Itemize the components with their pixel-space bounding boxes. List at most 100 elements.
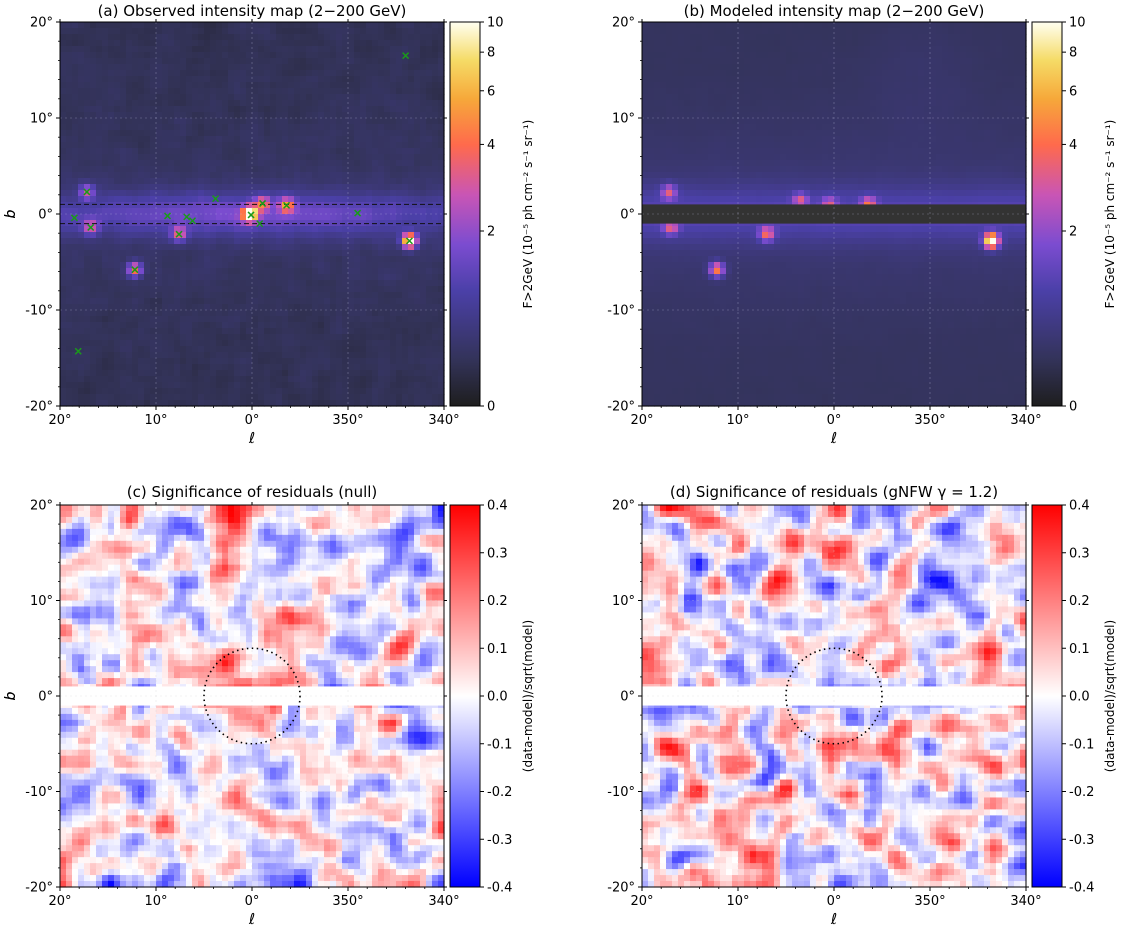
- heatmap-cell: [978, 70, 985, 77]
- heatmap-cell: [372, 394, 379, 401]
- heatmap-cell: [414, 64, 421, 71]
- heatmap-cell: [864, 58, 871, 65]
- heatmap-cell: [354, 148, 361, 155]
- heatmap-cell: [150, 394, 157, 401]
- heatmap-cell: [984, 34, 991, 41]
- heatmap-cell: [738, 58, 745, 65]
- heatmap-cell: [822, 46, 829, 53]
- heatmap-cell: [90, 268, 97, 275]
- heatmap-cell: [222, 154, 229, 161]
- heatmap-cell: [246, 88, 253, 95]
- heatmap-cell: [294, 166, 301, 173]
- heatmap-cell: [102, 226, 109, 233]
- heatmap-cell: [378, 52, 385, 59]
- heatmap-cell: [408, 130, 415, 137]
- heatmap-cell: [258, 334, 265, 341]
- heatmap-cell: [324, 160, 331, 167]
- heatmap-cell: [396, 148, 403, 155]
- heatmap-cell: [888, 34, 895, 41]
- heatmap-cell: [252, 46, 259, 53]
- heatmap-cell: [108, 160, 115, 167]
- heatmap-cell: [84, 394, 91, 401]
- heatmap-cell: [162, 172, 169, 179]
- heatmap-cell: [360, 226, 367, 233]
- heatmap-cell: [174, 94, 181, 101]
- heatmap-cell: [66, 388, 73, 395]
- heatmap-cell: [156, 358, 163, 365]
- heatmap-cell: [330, 130, 337, 137]
- heatmap-cell: [678, 82, 685, 89]
- heatmap-cell: [120, 178, 127, 185]
- heatmap-cell: [234, 136, 241, 143]
- heatmap-cell: [174, 34, 181, 41]
- heatmap-cell: [366, 40, 373, 47]
- heatmap-cell: [414, 382, 421, 389]
- heatmap-cell: [174, 238, 181, 245]
- heatmap-cell: [336, 256, 343, 263]
- heatmap-cell: [156, 94, 163, 101]
- heatmap-cell: [228, 292, 235, 299]
- heatmap-cell: [642, 22, 649, 29]
- heatmap-cell: [156, 214, 163, 221]
- heatmap-cell: [210, 100, 217, 107]
- heatmap-cell: [102, 256, 109, 263]
- heatmap-cell: [426, 304, 433, 311]
- heatmap-cell: [954, 46, 961, 53]
- heatmap-cell: [942, 88, 949, 95]
- heatmap-cell: [432, 310, 439, 317]
- heatmap-cell: [108, 106, 115, 113]
- heatmap-cell: [78, 124, 85, 131]
- heatmap-cell: [126, 190, 133, 197]
- heatmap-cell: [432, 82, 439, 89]
- heatmap-cell: [60, 94, 67, 101]
- heatmap-cell: [396, 142, 403, 149]
- heatmap-cell: [354, 94, 361, 101]
- heatmap-cell: [294, 118, 301, 125]
- heatmap-cell: [342, 202, 349, 209]
- heatmap-cell: [96, 94, 103, 101]
- heatmap-cell: [306, 364, 313, 371]
- heatmap-cell: [240, 142, 247, 149]
- heatmap-cell: [264, 190, 271, 197]
- heatmap-cell: [384, 238, 391, 245]
- heatmap-cell: [276, 202, 283, 209]
- heatmap-cell: [66, 226, 73, 233]
- heatmap-cell: [330, 82, 337, 89]
- heatmap-cell: [114, 292, 121, 299]
- heatmap-cell: [258, 118, 265, 125]
- heatmap-cell: [198, 274, 205, 281]
- heatmap-cell: [270, 268, 277, 275]
- heatmap-cell: [60, 382, 67, 389]
- heatmap-cell: [90, 358, 97, 365]
- heatmap-cell: [90, 82, 97, 89]
- heatmap-cell: [402, 286, 409, 293]
- heatmap-cell: [162, 232, 169, 239]
- heatmap-cell: [732, 70, 739, 77]
- heatmap-cell: [168, 52, 175, 59]
- heatmap-cell: [150, 316, 157, 323]
- heatmap-cell: [150, 208, 157, 215]
- heatmap-cell: [144, 172, 151, 179]
- heatmap-cell: [336, 82, 343, 89]
- heatmap-cell: [372, 382, 379, 389]
- heatmap-cell: [342, 154, 349, 161]
- heatmap-cell: [180, 58, 187, 65]
- heatmap-cell: [60, 160, 67, 167]
- heatmap-cell: [234, 160, 241, 167]
- heatmap-cell: [390, 256, 397, 263]
- heatmap-cell: [324, 154, 331, 161]
- heatmap-cell: [216, 232, 223, 239]
- heatmap-cell: [276, 358, 283, 365]
- heatmap-cell: [318, 112, 325, 119]
- heatmap-cell: [324, 388, 331, 395]
- heatmap-cell: [216, 352, 223, 359]
- heatmap-cell: [420, 28, 427, 35]
- heatmap-cell: [138, 58, 145, 65]
- heatmap-cell: [762, 70, 769, 77]
- heatmap-cell: [270, 238, 277, 245]
- heatmap-cell: [234, 166, 241, 173]
- heatmap-cell: [246, 124, 253, 131]
- heatmap-cell: [174, 250, 181, 257]
- heatmap-cell: [204, 232, 211, 239]
- heatmap-cell: [306, 394, 313, 401]
